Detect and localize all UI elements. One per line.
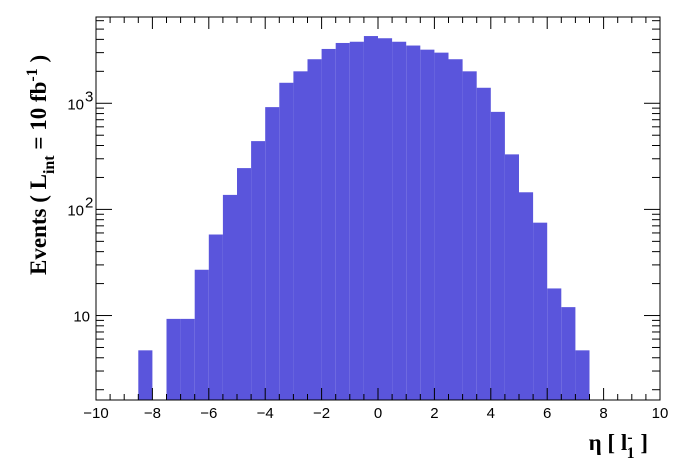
x-tick-label: −6 (200, 405, 217, 422)
histogram-bar (561, 307, 576, 400)
x-tick-label: −8 (144, 405, 161, 422)
x-tick-label: 0 (374, 405, 382, 422)
histogram-bar (293, 71, 308, 401)
histogram-bar (533, 222, 548, 400)
x-tick-label: 6 (543, 405, 551, 422)
histogram-bar (265, 107, 280, 400)
histogram-bar (378, 38, 393, 400)
histogram-bars (138, 36, 590, 401)
axis-ticks (95, 17, 661, 400)
histogram-bar (194, 269, 209, 400)
x-tick-label: 4 (487, 405, 495, 422)
histogram-bar (448, 59, 463, 400)
histogram-bar (180, 318, 195, 400)
histogram-bar (575, 350, 590, 400)
x-tick-label: −10 (83, 405, 108, 422)
histogram-bar (138, 350, 153, 400)
y-tick-exponent: 3 (85, 88, 93, 105)
histogram-bar (434, 52, 449, 400)
x-tick-label: 8 (599, 405, 607, 422)
histogram-bar (462, 71, 477, 401)
histogram-bar (547, 288, 562, 400)
y-tick-label: 10 (67, 202, 84, 219)
histogram-bar (222, 194, 237, 400)
histogram-bar (307, 59, 322, 400)
histogram-bar (392, 41, 407, 401)
histogram-bar (208, 234, 223, 400)
x-tick-label: −2 (313, 405, 330, 422)
histogram-bar (321, 48, 336, 400)
y-axis-title: Events ( Lint = 10 fb-1 ) (24, 55, 58, 275)
histogram-bar (406, 45, 421, 400)
histogram-bar (335, 42, 350, 400)
histogram-bar (420, 49, 435, 401)
x-tick-label: 2 (430, 405, 438, 422)
histogram-bar (166, 318, 181, 400)
histogram-bar (476, 87, 491, 401)
histogram-bar (490, 111, 505, 400)
histogram-bar (349, 41, 364, 401)
y-tick-exponent: 2 (85, 194, 93, 211)
x-axis-title: η [ l-1 ] (589, 429, 648, 462)
y-tick-label: 10 (73, 309, 90, 326)
histogram-bar (363, 36, 378, 400)
histogram-bar (251, 141, 266, 401)
histogram-bar (519, 192, 534, 400)
x-tick-labels: −10 −8 −6 −4 −2 0 2 4 6 8 10 (83, 405, 668, 422)
x-tick-label: −4 (257, 405, 274, 422)
histogram-bar (279, 82, 294, 401)
histogram-bar (504, 154, 519, 400)
x-tick-label: 10 (652, 405, 669, 422)
y-tick-label: 10 (67, 96, 84, 113)
histogram-bar (237, 168, 252, 400)
